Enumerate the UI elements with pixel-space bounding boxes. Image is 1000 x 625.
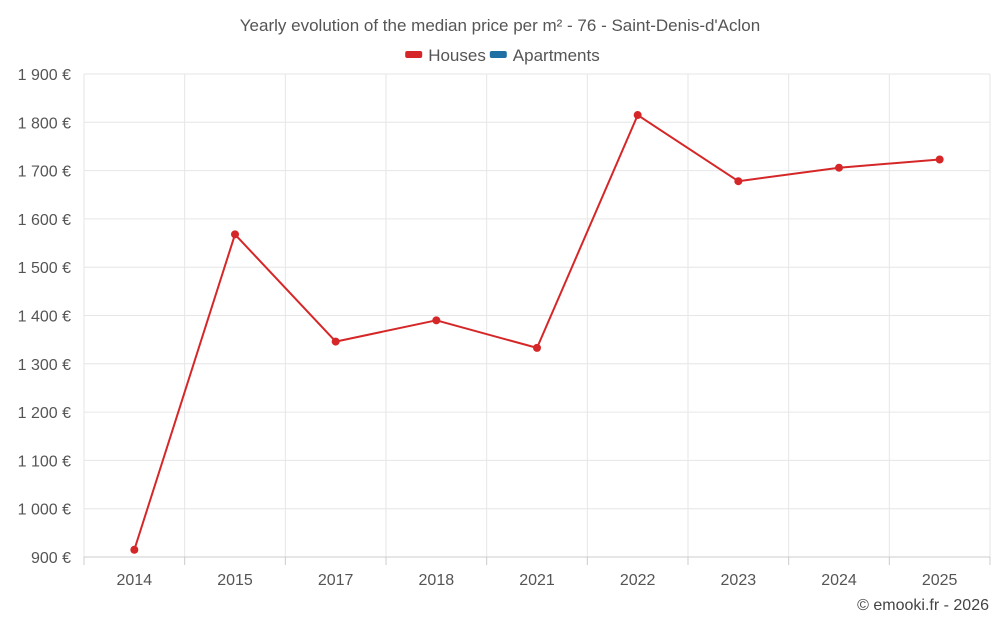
- series-layer: [130, 111, 944, 554]
- y-tick-label: 1 200 €: [18, 405, 71, 422]
- x-tick-label: 2022: [620, 572, 656, 589]
- series-line-houses: [133, 114, 940, 551]
- legend-item-houses[interactable]: Houses: [405, 46, 486, 65]
- data-point[interactable]: [734, 177, 743, 186]
- x-tick-label: 2024: [821, 572, 857, 589]
- data-point[interactable]: [432, 316, 441, 325]
- y-tick-label: 1 100 €: [18, 453, 71, 470]
- x-tick-label: 2015: [217, 572, 253, 589]
- legend-item-apartments[interactable]: Apartments: [489, 46, 600, 65]
- axes: 900 € 1 000 € 1 100 € 1 200 € 1 300 € 1 400 €…: [18, 67, 991, 589]
- data-point[interactable]: [835, 163, 843, 172]
- x-tick-label: 2023: [721, 572, 757, 589]
- data-point[interactable]: [331, 337, 340, 346]
- data-point[interactable]: [935, 155, 944, 164]
- y-tick-label: 1 000 €: [18, 502, 71, 519]
- y-tick-label: 1 500 €: [18, 260, 71, 277]
- legend-label: Houses: [428, 46, 486, 65]
- y-tick-label: 1 700 €: [18, 164, 71, 181]
- y-tick-label: 900 €: [31, 550, 71, 567]
- x-tick-label: 2025: [922, 572, 958, 589]
- data-point[interactable]: [130, 545, 139, 554]
- x-tick-label: 2021: [519, 572, 555, 589]
- data-point[interactable]: [533, 343, 541, 352]
- chart-title: Yearly evolution of the median price per…: [240, 16, 760, 35]
- y-tick-label: 1 900 €: [18, 67, 71, 84]
- y-tick-label: 1 400 €: [18, 309, 71, 326]
- legend-label: Apartments: [513, 46, 600, 65]
- x-tick-label: 2017: [318, 572, 354, 589]
- x-tick-label: 2014: [117, 572, 153, 589]
- legend-swatch: [405, 51, 423, 58]
- y-tick-label: 1 300 €: [18, 357, 71, 374]
- legend: Houses Apartments: [405, 46, 600, 65]
- data-point[interactable]: [633, 111, 642, 120]
- x-tick-label: 2018: [419, 572, 455, 589]
- grid: [83, 73, 991, 557]
- credit-text: © emooki.fr - 2026: [857, 597, 989, 614]
- legend-swatch: [489, 51, 507, 58]
- data-point[interactable]: [231, 230, 239, 239]
- y-tick-label: 1 600 €: [18, 212, 71, 229]
- y-tick-label: 1 800 €: [18, 115, 71, 132]
